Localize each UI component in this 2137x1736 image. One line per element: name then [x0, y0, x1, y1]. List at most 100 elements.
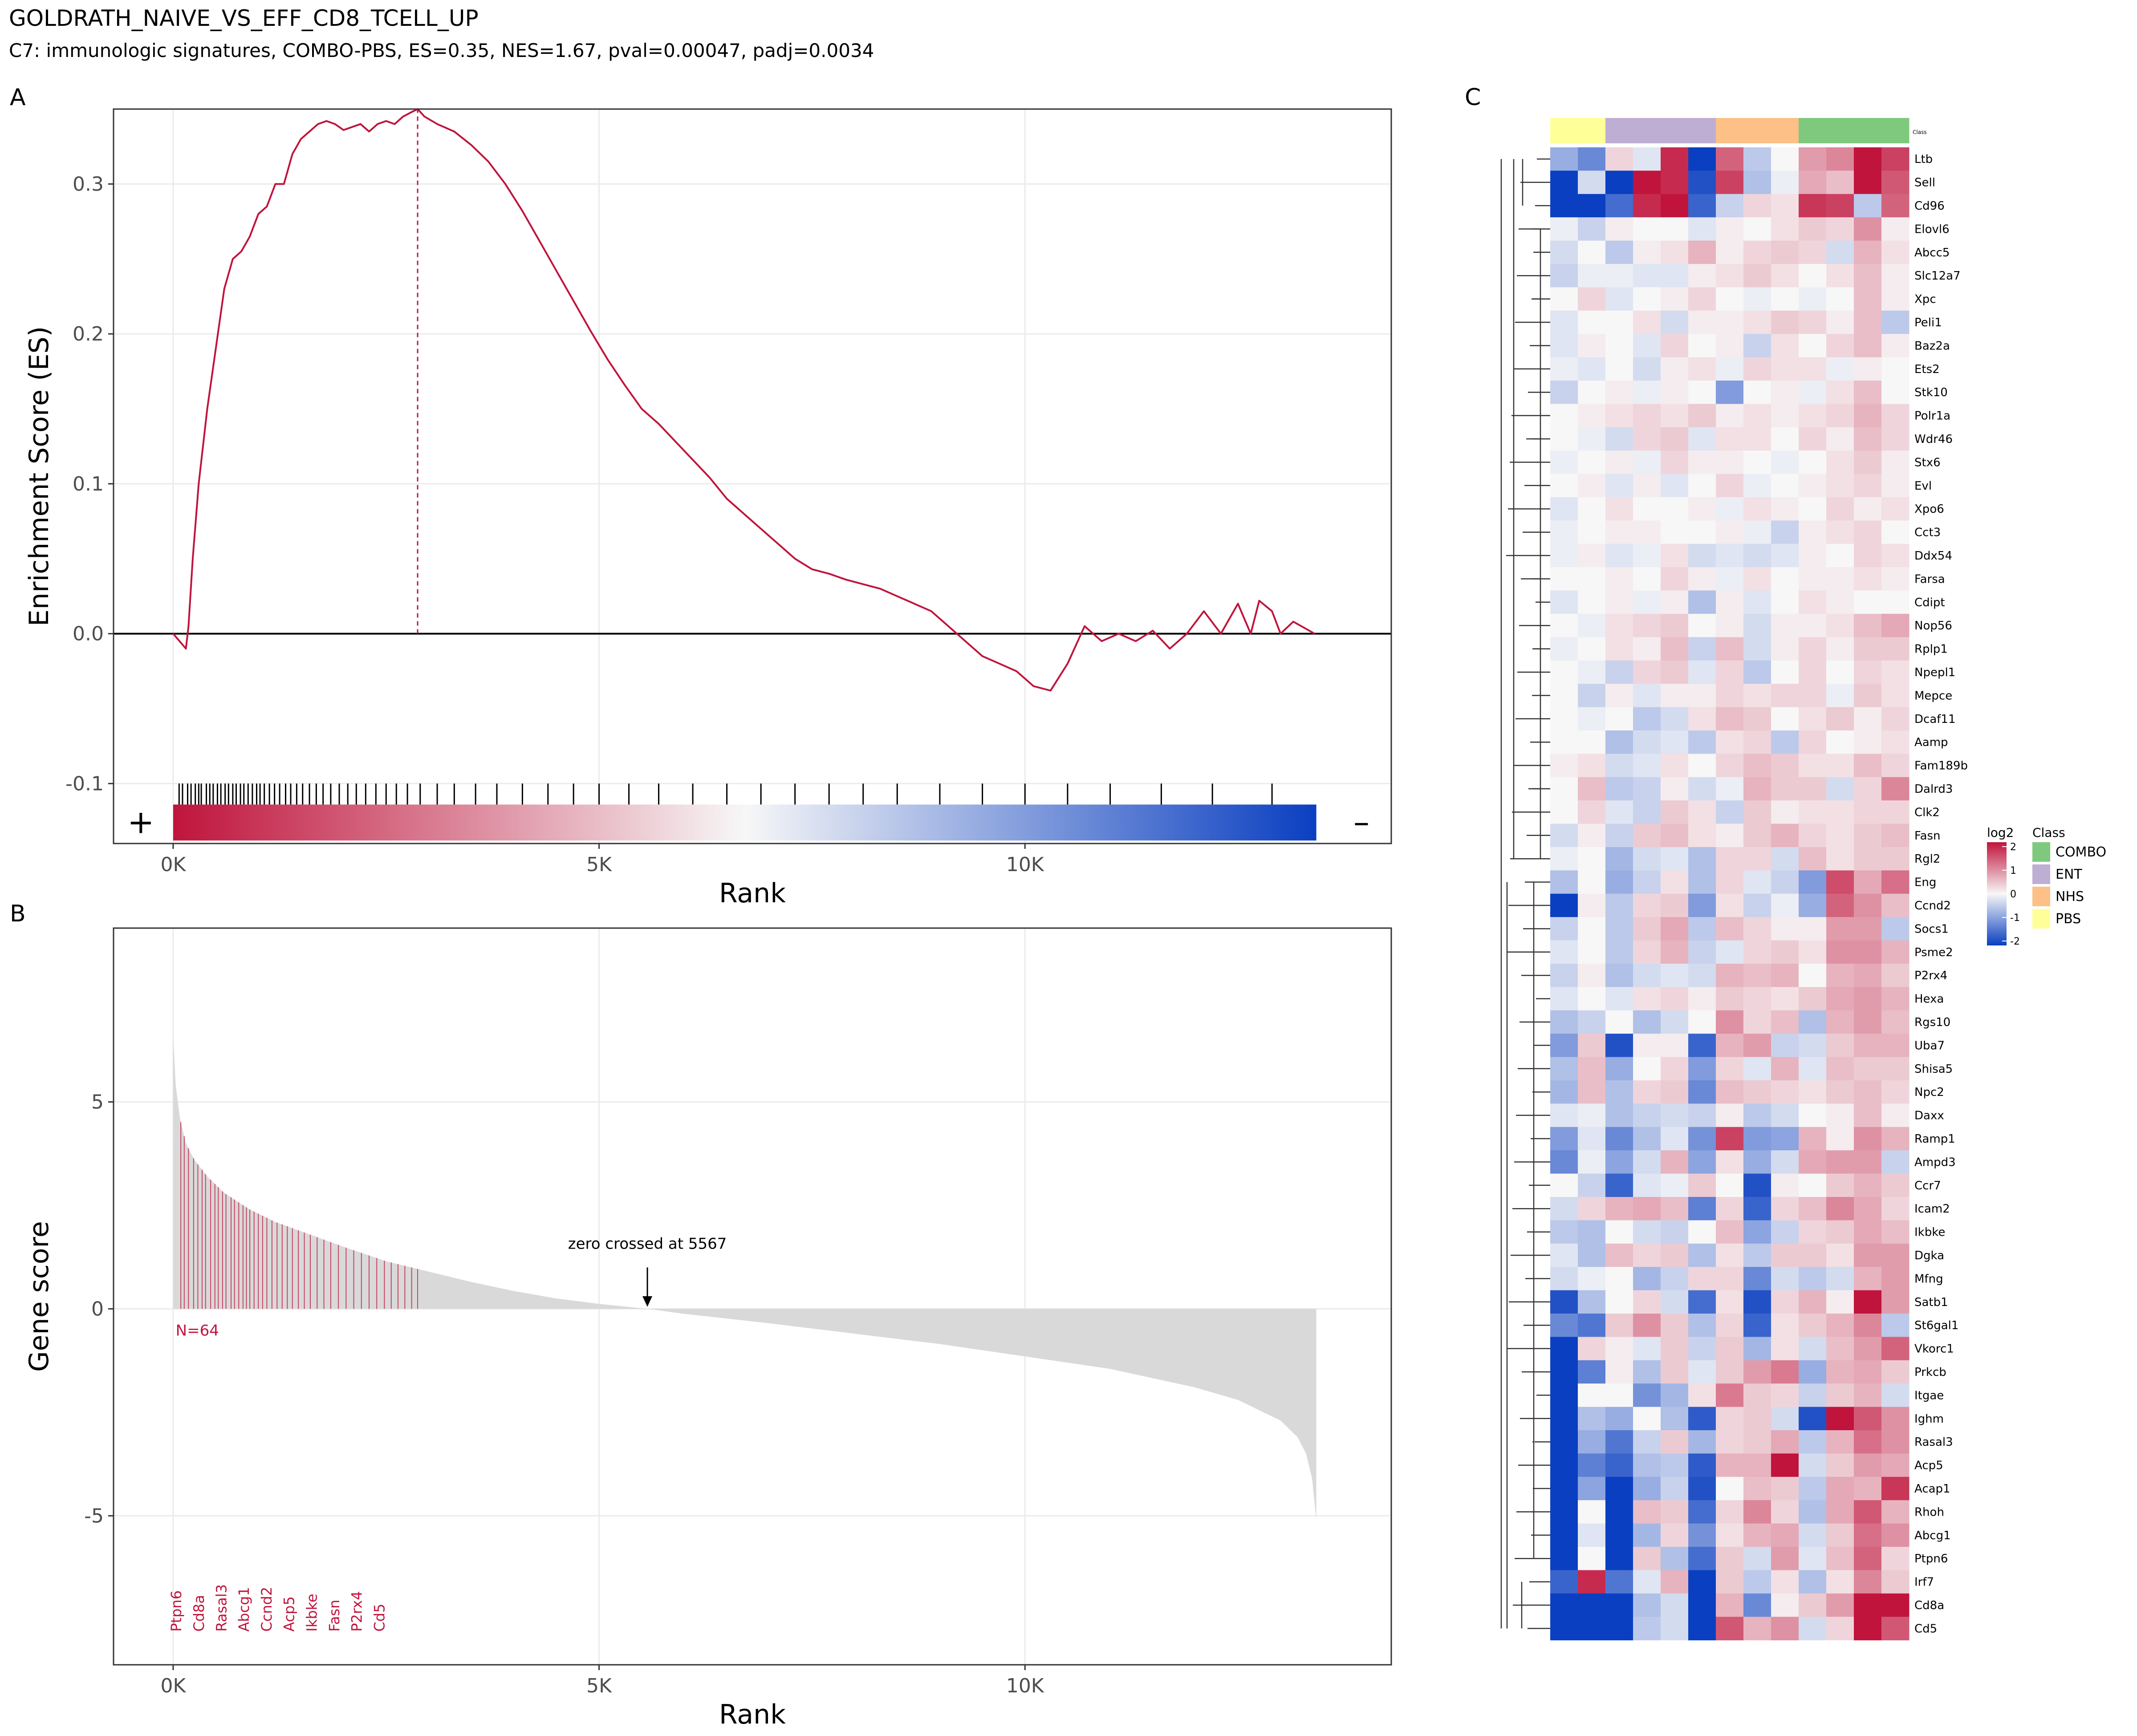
heatmap-cell [1799, 684, 1827, 708]
heatmap-cell [1881, 194, 1909, 218]
panel-label-c: C [1465, 84, 1481, 111]
heatmap-cell [1661, 1173, 1689, 1197]
heatmap-class-cell [1550, 118, 1578, 143]
heatmap-cell [1578, 987, 1606, 1011]
heatmap-cell [1688, 590, 1716, 614]
panel-b-leading-gene-label: Ccnd2 [258, 1587, 275, 1632]
heatmap-cell [1716, 404, 1744, 428]
heatmap-cell [1661, 310, 1689, 334]
heatmap-cell [1743, 240, 1771, 264]
heatmap-cell [1633, 1430, 1661, 1454]
heatmap-cell [1854, 567, 1882, 591]
heatmap-class-cell [1716, 118, 1744, 143]
heatmap-cell [1633, 240, 1661, 264]
heatmap-cell [1771, 893, 1799, 917]
heatmap-cell [1688, 1243, 1716, 1267]
heatmap-cell [1578, 800, 1606, 824]
heatmap-cell [1633, 1150, 1661, 1174]
heatmap-cell [1716, 427, 1744, 451]
heatmap-gene-label: Dcaf11 [1914, 713, 1956, 726]
heatmap-cell [1799, 1337, 1827, 1361]
heatmap-cell [1633, 754, 1661, 778]
heatmap-cell [1578, 334, 1606, 358]
heatmap-cell [1881, 1080, 1909, 1104]
heatmap-cell [1688, 264, 1716, 288]
heatmap-cell [1633, 1523, 1661, 1547]
heatmap-cell [1854, 893, 1882, 917]
heatmap-gene-label: Cd5 [1914, 1622, 1937, 1635]
heatmap-cell [1633, 474, 1661, 498]
heatmap-cell [1716, 264, 1744, 288]
heatmap-cell [1743, 520, 1771, 544]
heatmap-cell [1688, 1500, 1716, 1524]
heatmap-cell [1826, 1500, 1854, 1524]
heatmap-cell [1550, 777, 1578, 801]
heatmap-cell [1550, 520, 1578, 544]
heatmap-cell [1743, 847, 1771, 871]
heatmap-cell [1661, 1547, 1689, 1570]
heatmap-cell [1881, 1617, 1909, 1641]
heatmap-scale-tick-label: 1 [2010, 865, 2016, 876]
heatmap-cell [1799, 777, 1827, 801]
heatmap-cell [1633, 1547, 1661, 1570]
heatmap-cell [1881, 1243, 1909, 1267]
heatmap-cell [1716, 1593, 1744, 1617]
heatmap-cell [1743, 1523, 1771, 1547]
heatmap-cell [1550, 1010, 1578, 1034]
heatmap-gene-label: Itgae [1914, 1389, 1944, 1402]
figure-title: GOLDRATH_NAIVE_VS_EFF_CD8_TCELL_UP [9, 5, 479, 31]
heatmap-cell [1881, 334, 1909, 358]
heatmap-cell [1550, 754, 1578, 778]
heatmap-cell [1605, 240, 1633, 264]
heatmap-cell [1578, 893, 1606, 917]
heatmap-cell [1716, 823, 1744, 848]
heatmap-cell [1633, 1617, 1661, 1641]
panel-a-y-tick-label: 0.3 [73, 173, 104, 195]
heatmap-gene-label: Icam2 [1914, 1202, 1950, 1216]
heatmap-cell [1743, 147, 1771, 171]
panel-a-rank-colorbar [173, 804, 1316, 841]
heatmap-cell [1799, 544, 1827, 568]
heatmap-cell [1716, 1243, 1744, 1267]
heatmap-gene-label: Rasal3 [1914, 1436, 1953, 1449]
heatmap-gene-label: Elovl6 [1914, 223, 1950, 236]
heatmap-cell [1771, 1267, 1799, 1291]
heatmap-cell [1826, 1197, 1854, 1221]
heatmap-cell [1688, 1337, 1716, 1361]
heatmap-cell [1799, 1080, 1827, 1104]
heatmap-cell [1716, 1453, 1744, 1477]
heatmap-cell [1605, 194, 1633, 218]
heatmap-cell [1550, 1290, 1578, 1314]
heatmap-gene-label: Wdr46 [1914, 433, 1953, 446]
heatmap-cell [1799, 147, 1827, 171]
heatmap-class-legend-swatch [2032, 909, 2050, 929]
heatmap-cell [1799, 893, 1827, 917]
heatmap-cell [1826, 707, 1854, 731]
heatmap-cell [1633, 1337, 1661, 1361]
heatmap-cell [1716, 1290, 1744, 1314]
panel-b-leading-gene-label: Ptpn6 [168, 1590, 185, 1632]
heatmap-cell [1826, 1314, 1854, 1337]
heatmap-cell [1799, 1383, 1827, 1407]
panel-a-x-tick-label: 5K [586, 853, 612, 876]
heatmap-cell [1743, 1290, 1771, 1314]
heatmap-class-cell [1661, 118, 1689, 143]
heatmap-cell [1578, 520, 1606, 544]
heatmap-cell [1550, 497, 1578, 521]
heatmap-gene-label: Cd8a [1914, 1599, 1944, 1612]
heatmap-cell [1550, 1617, 1578, 1641]
heatmap-cell [1605, 637, 1633, 661]
heatmap-cell [1550, 707, 1578, 731]
heatmap-cell [1605, 684, 1633, 708]
heatmap-cell [1771, 450, 1799, 475]
heatmap-cell [1688, 497, 1716, 521]
heatmap-cell [1688, 1523, 1716, 1547]
heatmap-cell [1881, 567, 1909, 591]
heatmap-gene-label: Sell [1914, 176, 1935, 190]
heatmap-cell [1688, 1360, 1716, 1384]
heatmap-cell [1605, 1243, 1633, 1267]
heatmap-cell [1578, 730, 1606, 754]
heatmap-cell [1854, 1453, 1882, 1477]
heatmap-cell [1716, 870, 1744, 894]
heatmap-gene-label: Clk2 [1914, 806, 1940, 819]
